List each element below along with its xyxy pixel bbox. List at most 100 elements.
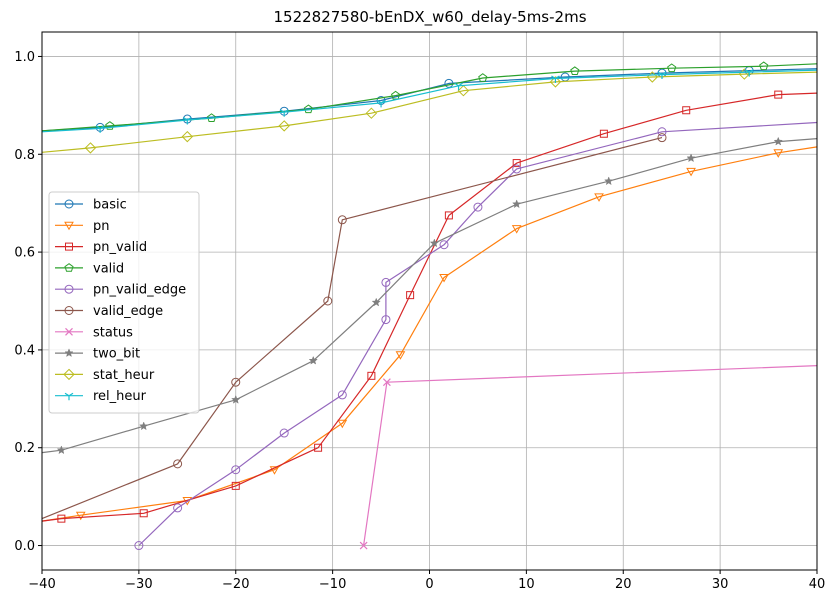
data-point — [444, 211, 453, 220]
data-point — [759, 61, 769, 71]
data-point — [773, 149, 784, 158]
series-line — [363, 365, 818, 546]
data-point — [139, 509, 148, 518]
data-point — [278, 120, 290, 132]
series-line — [41, 146, 818, 522]
data-point — [594, 193, 604, 202]
data-point — [512, 199, 522, 209]
data-point — [337, 419, 348, 429]
data-point — [95, 125, 105, 133]
data-point — [337, 215, 347, 225]
data-point — [371, 297, 381, 307]
series-pn-valid-edge — [134, 121, 818, 551]
y-tick-label: 1.0 — [14, 50, 35, 65]
data-point — [105, 121, 115, 130]
data-point — [667, 63, 677, 73]
data-point — [56, 445, 67, 455]
legend-label: two_bit — [93, 347, 140, 362]
x-tick-label: 20 — [615, 577, 632, 592]
series-status — [359, 365, 818, 550]
x-tick-label: 0 — [425, 577, 433, 592]
x-tick-label: −40 — [28, 577, 55, 592]
data-point — [478, 73, 488, 82]
data-point — [512, 164, 522, 174]
legend-label: valid_edge — [93, 304, 163, 319]
data-point — [682, 106, 691, 115]
chart-title: 1522827580-bEnDX_w60_delay-5ms-2ms — [273, 8, 586, 27]
ticks: −40 −30 −20 −10 0 10 20 30 40 0.0 0.2 0.4 0.6 0.8 1.0 — [14, 50, 825, 592]
legend-marker — [64, 199, 74, 209]
data-point — [173, 503, 183, 513]
legend-marker — [64, 348, 74, 358]
data-point — [454, 82, 463, 91]
data-point — [551, 75, 560, 83]
legend-marker — [63, 368, 75, 381]
data-point — [231, 377, 241, 387]
data-point — [303, 104, 313, 114]
data-point — [75, 511, 86, 521]
series-line — [41, 71, 818, 153]
series-line — [138, 121, 818, 546]
data-point — [549, 76, 562, 88]
legend-label: pn — [93, 219, 110, 234]
x-tick-label: 30 — [712, 577, 729, 592]
data-point — [686, 167, 696, 177]
data-point — [279, 428, 289, 438]
data-point — [744, 69, 754, 77]
series-line — [41, 69, 818, 133]
data-point — [395, 351, 406, 360]
data-point — [604, 176, 614, 186]
legend-item-valid-edge: valid_edge — [55, 304, 163, 319]
data-point — [134, 541, 144, 551]
data-point — [359, 541, 368, 550]
data-point — [439, 274, 449, 283]
legend-label: pn_valid — [93, 240, 147, 255]
series-rel-heur — [41, 69, 818, 133]
y-tick-label: 0.0 — [14, 539, 35, 554]
data-point — [231, 481, 240, 490]
data-point — [381, 315, 391, 325]
data-point — [269, 466, 280, 475]
legend-item-pn: pn — [55, 219, 110, 234]
legend-label: status — [93, 325, 133, 340]
series-line — [41, 92, 818, 522]
legend-label: stat_heur — [93, 368, 155, 383]
data-point — [376, 99, 386, 108]
data-point — [657, 71, 667, 80]
legend-label: valid — [93, 261, 124, 276]
series-stat-heur — [41, 68, 818, 154]
x-tick-label: 40 — [809, 577, 826, 592]
legend-item-pn-valid: pn_valid — [55, 240, 147, 255]
series-line — [41, 137, 663, 520]
legend-box — [48, 191, 200, 414]
series-layer — [41, 61, 818, 551]
data-point — [512, 159, 521, 168]
data-point — [406, 291, 415, 300]
legend-marker — [64, 392, 74, 401]
y-tick-label: 0.6 — [14, 246, 35, 261]
y-tick-label: 0.8 — [14, 148, 35, 163]
data-point — [181, 130, 194, 143]
data-point — [367, 371, 376, 380]
data-point — [429, 238, 439, 248]
legend-item-rel-heur: rel_heur — [55, 389, 147, 404]
series-two-bit — [41, 136, 818, 455]
x-tick-label: −10 — [319, 577, 346, 592]
data-point — [599, 129, 608, 138]
data-point — [391, 90, 401, 100]
data-point — [457, 84, 470, 97]
legend-marker — [64, 284, 74, 294]
legend-marker — [65, 242, 73, 251]
series-line — [41, 138, 818, 454]
legend-marker — [64, 306, 74, 315]
data-point — [382, 378, 391, 387]
legend-item-valid: valid — [55, 261, 124, 276]
x-tick-label: −20 — [222, 577, 249, 592]
data-point — [773, 136, 783, 146]
data-point — [381, 277, 391, 287]
data-point — [308, 355, 318, 365]
legend-label: pn_valid_edge — [93, 283, 186, 298]
data-point — [173, 459, 183, 469]
